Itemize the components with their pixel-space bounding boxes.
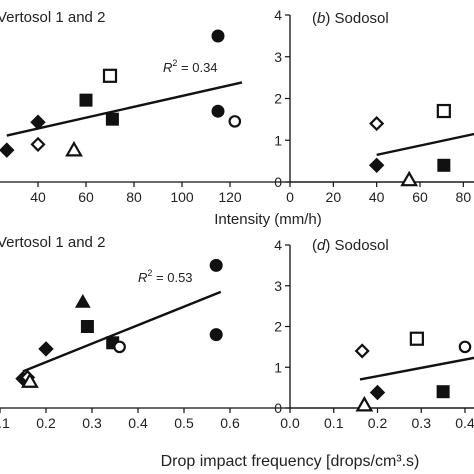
panel-d-xtick-label-2: 0.2 (368, 415, 388, 431)
panel-c-point-4 (74, 294, 91, 308)
panel-d-ytick-label-1: 1 (274, 359, 282, 375)
panel-b-xtick-label-2: 40 (369, 189, 385, 205)
panel-c-r2-label: R2 = 0.53 (138, 268, 193, 285)
panel-b-ytick-label-4: 4 (274, 7, 282, 23)
panel-a-point-1 (30, 114, 46, 130)
panel-b-point-2 (400, 170, 419, 187)
panel-c-xtick-label-3: 0.4 (128, 415, 148, 431)
panel-a-xtick-label-0: 40 (30, 189, 46, 205)
panel-d-point-4 (436, 385, 450, 399)
x-axis-title-top: Intensity (mm/h) (214, 211, 322, 228)
panel-b-point-4 (437, 158, 451, 172)
panel-a-point-0 (0, 142, 15, 158)
panel-b-point-1 (368, 157, 385, 174)
panel-d-point-2 (369, 384, 386, 401)
panel-b-xtick-label-1: 20 (326, 189, 342, 205)
x-axis-title-bottom: Drop impact frequency [drops/cm³.s) (161, 453, 420, 470)
panel-a-point-5 (102, 68, 118, 83)
panel-a-xtick-label-4: 120 (218, 189, 242, 205)
panel-b-ytick-label-3: 3 (274, 49, 282, 65)
panel-a-xtick-label-2: 80 (126, 189, 142, 205)
panel-c-xtick-label-4: 0.5 (174, 415, 194, 431)
panel-d-xtick-label-0: 0.0 (280, 415, 300, 431)
panel-c-point-3 (38, 341, 54, 357)
panel-d-point-3 (409, 331, 424, 346)
panel-c-point-2 (21, 372, 39, 388)
panel-a-point-4 (79, 93, 93, 107)
panel-d-point-1 (355, 395, 374, 412)
panel-a-trendline (6, 81, 243, 137)
panel-b-ytick-label-0: 0 (274, 174, 282, 190)
panel-b-xtick-label-3: 60 (412, 189, 428, 205)
panel-b-xtick-label-4: 80 (456, 189, 472, 205)
panel-d-ytick-label-0: 0 (274, 400, 282, 416)
panel-c-xtick-label-0: 0.1 (0, 415, 10, 431)
panel-c-point-7 (113, 340, 126, 354)
panel-d-trendline (359, 356, 474, 381)
panel-d-xtick-label-4: 0.4 (455, 415, 474, 431)
panel-d-title: (d) Sodosol (312, 237, 389, 254)
panel-c-xtick-label-1: 0.2 (36, 415, 56, 431)
panel-c-point-8 (209, 258, 223, 272)
panel-b-xtick-label-0: 0 (286, 189, 294, 205)
panel-c-point-5 (80, 320, 94, 333)
panel-d-ytick-label-4: 4 (274, 237, 282, 253)
panel-a-point-9 (228, 115, 242, 128)
panel-a-point-6 (105, 112, 119, 126)
panel-c-point-9 (209, 328, 223, 342)
panel-d-point-0 (354, 343, 370, 359)
panel-c-xtick-label-5: 0.6 (220, 415, 240, 431)
panel-a-point-7 (211, 29, 225, 43)
panel-a-xtick-label-1: 60 (78, 189, 94, 205)
panel-c-xtick-label-2: 0.3 (82, 415, 102, 431)
panel-d-xtick-label-3: 0.3 (412, 415, 432, 431)
panel-b-point-0 (369, 115, 385, 132)
panel-a-point-8 (211, 104, 225, 118)
panel-a-xtick-label-3: 100 (170, 189, 194, 205)
panel-a-title: Vertosol 1 and 2 (0, 9, 105, 26)
panel-c-title: Vertosol 1 and 2 (0, 234, 105, 251)
panel-d-point-5 (458, 340, 472, 354)
panel-c-trendline (22, 290, 222, 373)
panel-b-trendline (376, 132, 474, 157)
panel-d-ytick-label-2: 2 (274, 319, 282, 335)
panel-a-point-2 (30, 136, 46, 152)
panel-b-point-3 (436, 103, 451, 119)
panel-a-point-3 (65, 140, 83, 157)
panel-d-xtick-label-1: 0.1 (324, 415, 344, 431)
panel-b-ytick-label-1: 1 (274, 132, 282, 148)
panel-b-ytick-label-2: 2 (274, 91, 282, 107)
panel-b-title: (b) Sodosol (312, 10, 389, 27)
panel-d-ytick-label-3: 3 (274, 278, 282, 294)
panel-a-r2-label: R2 = 0.34 (163, 58, 218, 75)
